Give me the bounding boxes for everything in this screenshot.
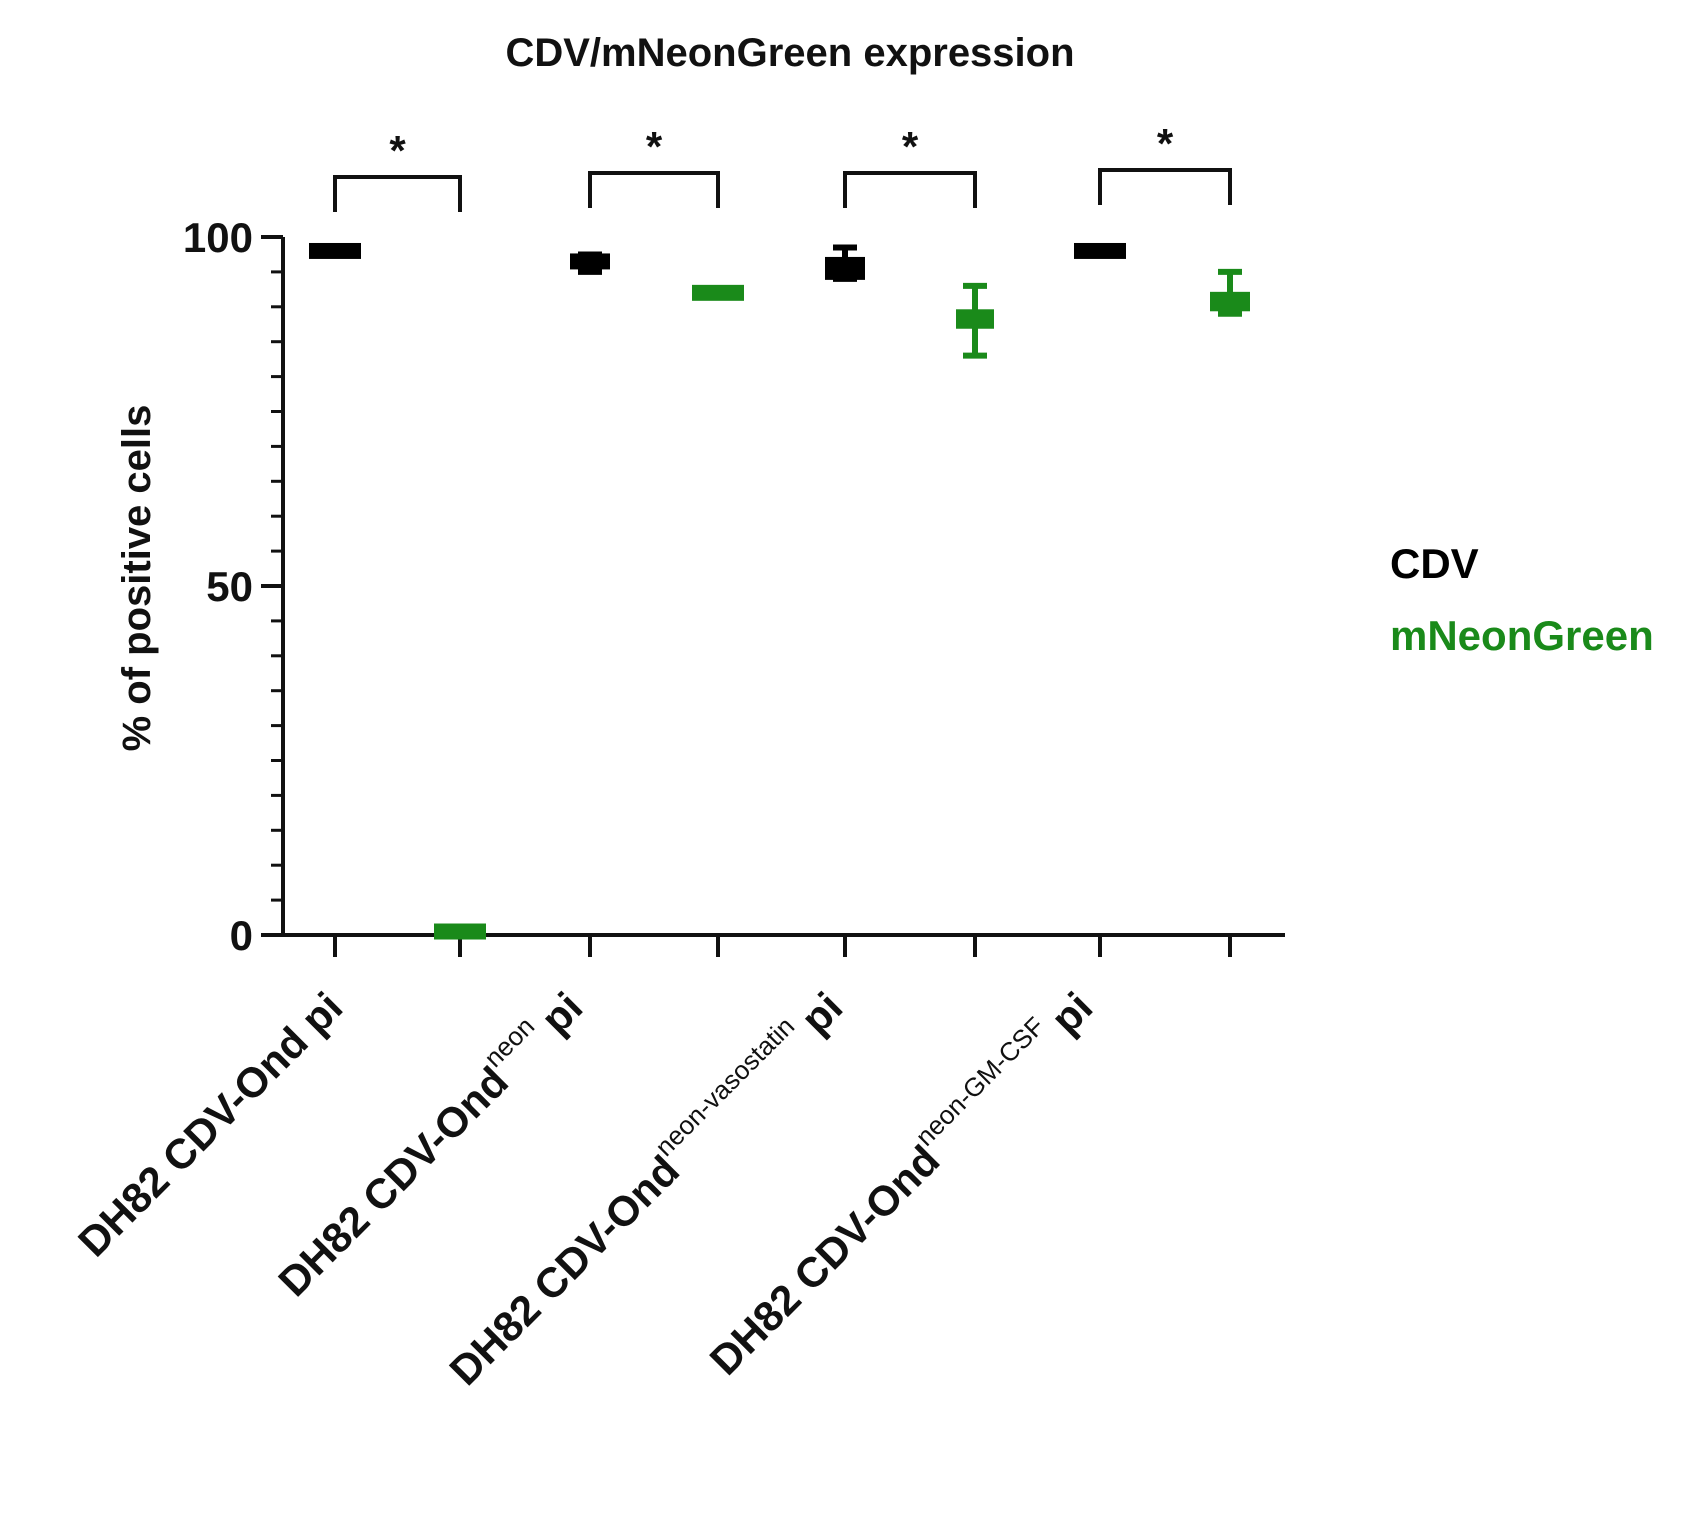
significance-brackets: * * * * (333, 120, 1232, 212)
significance-bracket: * (588, 123, 720, 208)
box-mneongreen (956, 282, 994, 359)
y-tick-label: 100 (183, 214, 253, 261)
significance-label: * (646, 123, 663, 170)
significance-label: * (389, 127, 406, 174)
box-mneongreen (1210, 268, 1250, 317)
y-tick-label: 50 (206, 563, 253, 610)
legend: CDV mNeonGreen (1390, 540, 1654, 659)
box-plots (309, 242, 1250, 940)
box-mneongreen (434, 923, 486, 940)
significance-bracket: * (843, 123, 977, 208)
box-mneongreen (692, 284, 744, 301)
box-cdv (570, 251, 610, 275)
box-cdv (309, 242, 361, 259)
y-tick-label: 0 (230, 912, 253, 959)
significance-label: * (1157, 120, 1174, 167)
legend-entry-mneongreen: mNeonGreen (1390, 612, 1654, 659)
significance-label: * (902, 123, 919, 170)
y-axis: 0 50 100 (183, 214, 285, 959)
significance-bracket: * (333, 127, 462, 212)
x-axis (281, 933, 1285, 957)
box-cdv (1074, 242, 1126, 259)
significance-bracket: * (1098, 120, 1232, 205)
legend-entry-cdv: CDV (1390, 540, 1479, 587)
x-tick-label: DH82 CDV-Ond pi (69, 983, 351, 1265)
chart-title: CDV/mNeonGreen expression (505, 31, 1074, 75)
y-axis-label: % of positive cells (115, 405, 159, 752)
box-cdv (825, 244, 865, 282)
